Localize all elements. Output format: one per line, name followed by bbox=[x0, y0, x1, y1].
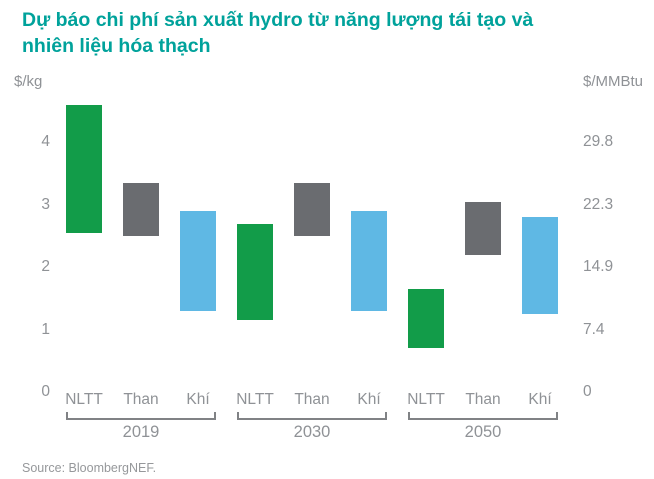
bar-2019-than bbox=[123, 182, 159, 236]
y-axis-tick-left-3: 3 bbox=[41, 195, 50, 213]
left-axis-unit-label: $/kg bbox=[14, 73, 43, 90]
category-label-2050-than: Than bbox=[465, 391, 501, 408]
chart-title: Dự báo chi phí sản xuất hydro từ năng lư… bbox=[22, 7, 628, 60]
y-axis-tick-left-1: 1 bbox=[41, 320, 50, 338]
bar-2030-khi bbox=[351, 211, 387, 311]
right-axis-unit-label: $/MMBtu bbox=[583, 73, 644, 90]
source-note: Source: BloombergNEF. bbox=[22, 461, 157, 475]
chart-title-line1: Dự báo chi phí sản xuất hydro từ năng lư… bbox=[22, 9, 534, 31]
y-axis-tick-right-29.8: 29.8 bbox=[583, 133, 614, 151]
bar-2050-than bbox=[465, 201, 501, 255]
year-label-2050: 2050 bbox=[464, 423, 502, 441]
category-label-2030-nltt: NLTT bbox=[236, 391, 274, 408]
y-axis-tick-right-7.4: 7.4 bbox=[583, 320, 605, 338]
bar-2019-khi bbox=[180, 211, 216, 311]
y-axis-tick-right-14.9: 14.9 bbox=[583, 258, 614, 276]
y-axis-tick-left-4: 4 bbox=[41, 133, 50, 151]
group-axis-bracket-2030 bbox=[237, 412, 387, 420]
category-label-2019-than: Than bbox=[123, 391, 159, 408]
year-label-2019: 2019 bbox=[122, 423, 160, 441]
y-axis-tick-right-22.3: 22.3 bbox=[583, 195, 614, 213]
bar-2050-nltt bbox=[408, 289, 444, 349]
y-axis-tick-left-0: 0 bbox=[41, 383, 50, 400]
group-axis-bracket-2050 bbox=[408, 412, 558, 420]
chart-title-line2: nhiên liệu hóa thạch bbox=[22, 35, 211, 58]
category-label-2030-than: Than bbox=[294, 391, 330, 408]
bar-2019-nltt bbox=[66, 104, 102, 233]
y-axis-tick-left-2: 2 bbox=[41, 258, 50, 276]
category-label-2050-nltt: NLTT bbox=[407, 391, 445, 408]
category-label-2030-khi: Khí bbox=[357, 391, 381, 408]
category-label-2019-khi: Khí bbox=[186, 391, 210, 408]
group-axis-bracket-2019 bbox=[66, 412, 216, 420]
y-axis-tick-right-0: 0 bbox=[583, 383, 592, 400]
bar-2050-khi bbox=[522, 217, 558, 314]
category-label-2019-nltt: NLTT bbox=[65, 391, 103, 408]
year-label-2030: 2030 bbox=[293, 423, 331, 441]
category-label-2050-khi: Khí bbox=[528, 391, 552, 408]
bar-2030-nltt bbox=[237, 223, 273, 321]
bar-2030-than bbox=[294, 182, 330, 236]
